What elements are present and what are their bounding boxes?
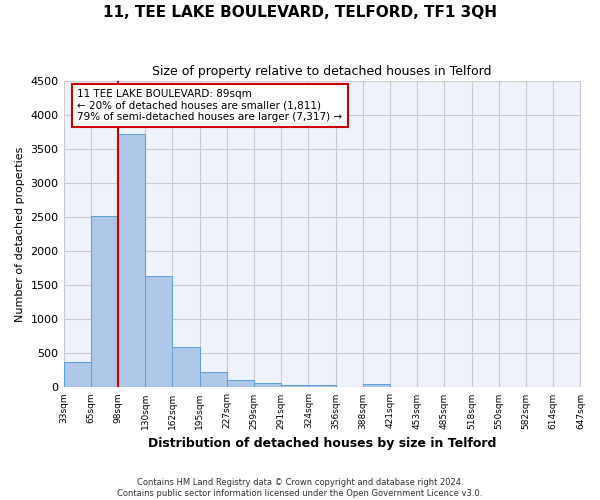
Bar (64, 362, 91, 388)
Bar (91, 216, 118, 388)
Title: Size of property relative to detached houses in Telford: Size of property relative to detached ho… (152, 65, 492, 78)
Text: 11, TEE LAKE BOULEVARD, TELFORD, TF1 3QH: 11, TEE LAKE BOULEVARD, TELFORD, TF1 3QH (103, 5, 497, 20)
Bar (200, 372, 227, 388)
Bar (172, 347, 200, 388)
Y-axis label: Number of detached properties: Number of detached properties (15, 146, 25, 322)
Bar (118, 134, 145, 388)
Text: 11 TEE LAKE BOULEVARD: 89sqm
← 20% of detached houses are smaller (1,811)
79% of: 11 TEE LAKE BOULEVARD: 89sqm ← 20% of de… (77, 88, 343, 122)
Bar (254, 384, 281, 388)
Bar (227, 380, 254, 388)
Bar (308, 386, 335, 388)
X-axis label: Distribution of detached houses by size in Telford: Distribution of detached houses by size … (148, 437, 496, 450)
Bar (363, 384, 390, 388)
Bar (145, 276, 172, 388)
Bar (281, 384, 308, 388)
Text: Contains HM Land Registry data © Crown copyright and database right 2024.
Contai: Contains HM Land Registry data © Crown c… (118, 478, 482, 498)
